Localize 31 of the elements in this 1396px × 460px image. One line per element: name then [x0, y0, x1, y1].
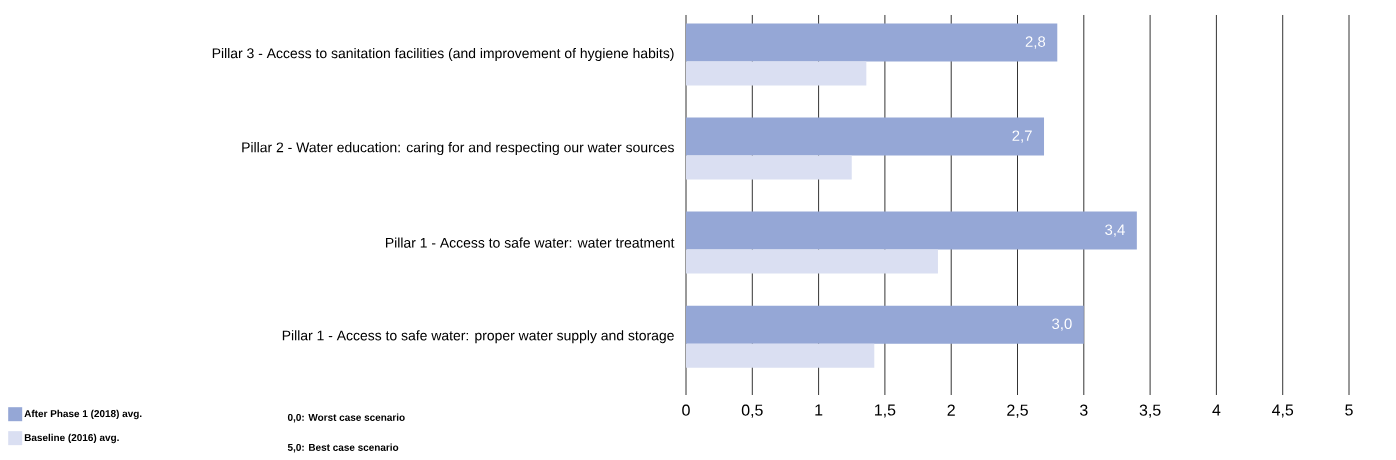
y-tick-label: Pillar 1 - Access to safe water: water treatment: [386, 237, 675, 248]
x-tick-label: 2,5: [1007, 404, 1028, 418]
bar: [686, 305, 1084, 344]
x-tick-label: 3: [1079, 404, 1088, 416]
data-label: 3,0: [1052, 318, 1072, 331]
bar: [686, 117, 1045, 156]
data-label: 2,8: [1025, 36, 1046, 49]
data-label: 3,4: [1105, 224, 1125, 237]
x-tick-label: 0,5: [741, 404, 763, 418]
text: 5,0: Best case scenario: [287, 443, 399, 453]
x-tick-label: 4: [1212, 404, 1221, 416]
y-tick-label: Pillar 3 - Access to sanitation facilities (and improvement of hygiene habits): [212, 48, 674, 61]
bar: [686, 249, 938, 274]
bar: [686, 155, 852, 180]
x-tick-label: 0: [682, 404, 690, 416]
bar: [686, 23, 1058, 62]
y-tick-label: Pillar 1 - Access to safe water: proper water supply and storage: [282, 330, 674, 344]
legend-label: Baseline (2016) avg.: [24, 433, 119, 444]
y-tick-label: Pillar 2 - Water education: caring for and respecting our water sources: [242, 142, 674, 156]
legend-label: After Phase 1 (2018) avg.: [24, 409, 142, 420]
bar: [686, 343, 875, 368]
bar: [686, 211, 1137, 250]
x-tick-label: 3,5: [1139, 404, 1161, 418]
x-tick-label: 5: [1345, 404, 1353, 416]
x-tick-label: 1,5: [875, 404, 896, 418]
data-label: 2,7: [1012, 130, 1032, 143]
x-tick-label: 1: [815, 404, 823, 416]
x-tick-label: 2: [947, 404, 955, 416]
text: 0,0: Worst case scenario: [287, 413, 405, 423]
x-tick-label: 4,5: [1271, 404, 1294, 418]
bar: [686, 61, 867, 86]
